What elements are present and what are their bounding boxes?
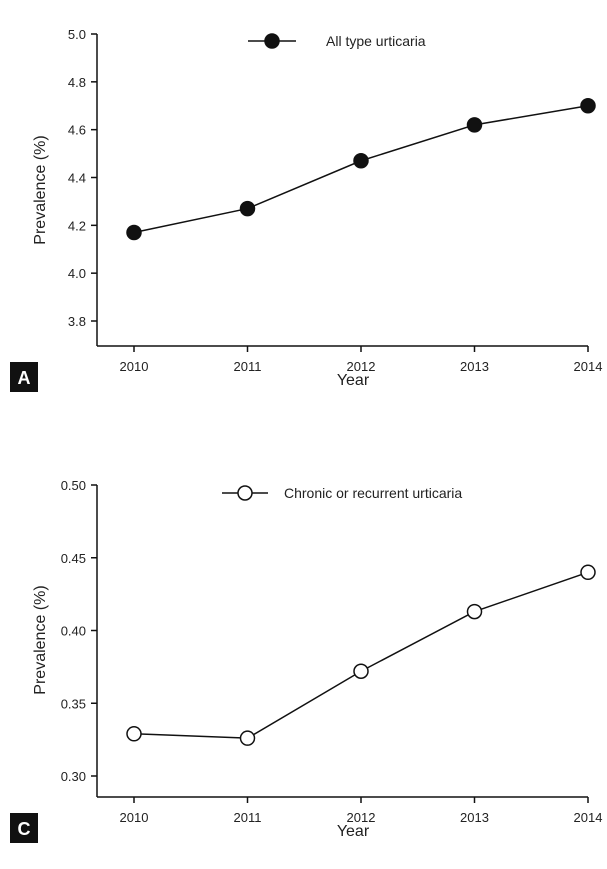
- panel-c-legend-marker: [237, 485, 253, 501]
- panel-a-data-point: [580, 98, 596, 114]
- panel-c-data-point: [580, 564, 596, 581]
- panel-c-data-point: [466, 603, 483, 620]
- panel-c-series-line: [133, 571, 589, 739]
- panel-a-xlabel: Year: [337, 372, 370, 389]
- panel-c-data-point: [353, 663, 369, 679]
- panel-a-data-point: [353, 153, 369, 169]
- panel-c-y-tick-label: 0.40: [61, 624, 86, 639]
- panel-c-x-tick-label: 2011: [234, 810, 262, 825]
- panel-c-data-point: [126, 726, 142, 742]
- panel-a-ylabel: Prevalence (%): [32, 135, 49, 244]
- panel-c-x-tick-label: 2012: [347, 810, 376, 825]
- panel-a-series: [126, 98, 596, 241]
- panel-a: 5.04.84.64.44.24.03.8 2010 2011 2012 2013 20…: [10, 27, 602, 392]
- panel-c-data-point: [239, 730, 256, 746]
- panel-c-xlabel: Year: [337, 823, 370, 840]
- panel-a-x-tick-label: 2014: [574, 359, 603, 374]
- panel-a-y-tick-label: 4.6: [68, 123, 86, 138]
- panel-a-y-tick-label: 4.0: [68, 266, 86, 281]
- panel-a-y-tick-label: 4.8: [68, 75, 86, 90]
- panel-c-label-box: [10, 813, 38, 843]
- panel-c-ylabel: Prevalence (%): [32, 585, 49, 694]
- panel-c-y-tick-label: 0.35: [61, 696, 86, 711]
- panel-c-y-tick-label: 0.50: [61, 478, 86, 493]
- panel-a-y-tick-label: 3.8: [68, 314, 86, 329]
- panel-c-y-tick-label: 0.30: [61, 769, 86, 784]
- panel-a-legend-marker: [264, 33, 280, 49]
- panel-a-x-tick-label: 2010: [120, 359, 149, 374]
- panel-c-legend-text: Chronic or recurrent urticaria: [284, 485, 462, 501]
- panel-c-x-tick-label: 2014: [574, 810, 603, 825]
- panel-c-legend: Chronic or recurrent urticaria: [222, 485, 462, 501]
- panel-a-label-box: [10, 362, 38, 392]
- panel-a-x-tick-label: 2012: [347, 359, 376, 374]
- panel-a-y-tick-label: 4.2: [68, 218, 86, 233]
- panel-c-x-tick-label: 2013: [460, 810, 489, 825]
- panel-a-data-point: [126, 224, 142, 241]
- panel-c-x-tick-label: 2010: [120, 810, 149, 825]
- panel-a-legend: All type urticaria: [248, 33, 426, 49]
- panel-a-x-ticks: 2010 2011 2012 2013 2014: [120, 346, 603, 374]
- panel-c-series: [126, 564, 596, 746]
- panel-a-data-point: [466, 117, 483, 133]
- panel-c-y-ticks: 0.50 0.45 0.40 0.35 0.30: [61, 478, 97, 784]
- panel-a-y-tick-label: 4.4: [68, 171, 86, 186]
- panel-c-y-tick-label: 0.45: [61, 551, 86, 566]
- panel-a-y-ticks: 5.0 4.8 4.6 4.4 4.2 4.0 3.8: [68, 27, 97, 329]
- panel-a-legend-text: All type urticaria: [326, 33, 426, 49]
- panel-a-x-tick-label: 2011: [234, 359, 262, 374]
- panel-c-x-ticks: 2010 2011 2012 2013 2014: [120, 797, 603, 825]
- panel-a-y-tick-label: 5.0: [68, 27, 86, 42]
- panel-a-x-tick-label: 2013: [460, 359, 489, 374]
- panel-a-data-point: [239, 200, 256, 217]
- panel-a-label: A: [18, 368, 31, 388]
- panel-c: 0.500.450.400.350.30 2010 2011 2012 2013 201…: [10, 478, 602, 843]
- panel-c-label: C: [18, 819, 31, 839]
- panel-a-series-line: [133, 105, 589, 234]
